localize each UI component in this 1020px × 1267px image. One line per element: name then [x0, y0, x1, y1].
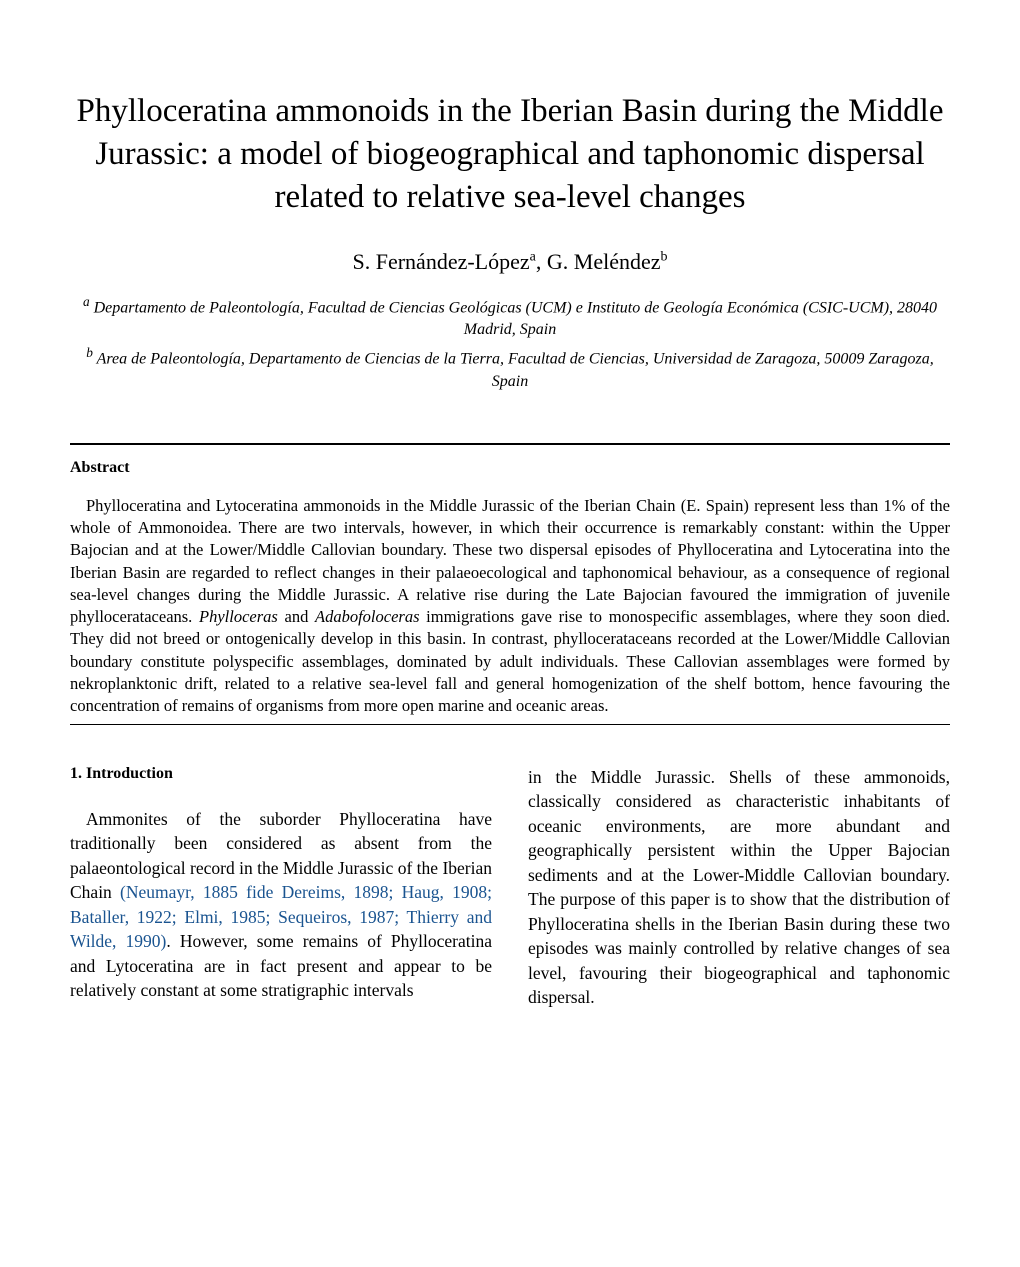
affiliation-a: a Departamento de Paleontología, Faculta… — [70, 293, 950, 342]
column-right: in the Middle Jurassic. Shells of these … — [528, 765, 950, 1010]
intro-paragraph-right: in the Middle Jurassic. Shells of these … — [528, 765, 950, 1010]
divider-top — [70, 443, 950, 445]
abstract-text: Phylloceratina and Lytoceratina ammonoid… — [70, 495, 950, 718]
article-title: Phylloceratina ammonoids in the Iberian … — [70, 90, 950, 219]
body-columns: 1. Introduction Ammonites of the suborde… — [70, 765, 950, 1010]
abstract-heading: Abstract — [70, 459, 950, 477]
column-left: 1. Introduction Ammonites of the suborde… — [70, 765, 492, 1010]
divider-bottom — [70, 724, 950, 725]
section-1-heading: 1. Introduction — [70, 765, 492, 783]
intro-paragraph-left: Ammonites of the suborder Phylloceratina… — [70, 807, 492, 1003]
affiliation-b: b Area de Paleontología, Departamento de… — [70, 344, 950, 393]
authors: S. Fernández-Lópeza, G. Meléndezb — [70, 249, 950, 275]
